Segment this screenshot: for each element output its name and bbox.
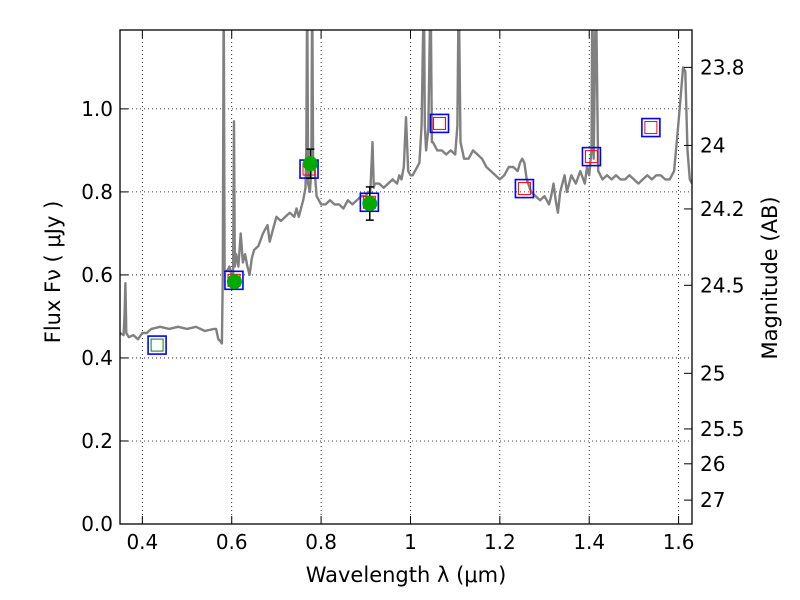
y2-tick-label: 24 [700, 133, 725, 157]
observed-flux-markers [226, 148, 378, 290]
observed-point [226, 274, 242, 290]
model-square-marker [641, 117, 661, 138]
y-tick-label: 0.2 [81, 429, 113, 453]
x-axis-label: Wavelength λ (μm) [306, 563, 507, 587]
y-tick-label: 0.4 [81, 346, 113, 370]
x-tick-label: 1.2 [484, 530, 516, 554]
y2-tick-label: 27 [700, 488, 725, 512]
y-axis-label: Flux Fν ( μJy ) [41, 201, 65, 344]
model-square-marker [514, 178, 535, 199]
grid-lines [120, 30, 692, 525]
x-tick-label: 0.6 [216, 530, 248, 554]
model-square-inner [150, 338, 164, 352]
y-tick-label: 0.0 [81, 512, 113, 536]
model-square-marker [147, 335, 167, 355]
model-square-inner [517, 182, 531, 196]
x-tick-label: 1 [404, 530, 417, 554]
y2-tick-label: 23.8 [700, 55, 745, 79]
observed-point [302, 156, 318, 172]
model-square-marker [429, 113, 450, 134]
x-tick-label: 1.6 [663, 530, 695, 554]
y2-tick-label: 25 [700, 361, 725, 385]
y2-tick-label: 25.5 [700, 417, 745, 441]
y2-tick-label: 24.5 [700, 273, 745, 297]
y2-axis-ticks: 23.8 24 24.2 24.5 25 25.5 26 27 [684, 55, 745, 512]
x-tick-label: 0.8 [305, 530, 337, 554]
y-tick-label: 0.6 [81, 263, 113, 287]
model-square-inner [644, 121, 658, 135]
y2-tick-label: 24.2 [700, 197, 745, 221]
x-axis-ticks: 0.4 0.6 0.8 1 1.2 1.4 1.6 [126, 30, 695, 554]
x-tick-label: 0.4 [126, 530, 158, 554]
plot-frame [119, 29, 693, 525]
observed-point [362, 196, 378, 212]
model-square-inner [584, 150, 598, 164]
x-tick-label: 1.4 [573, 530, 605, 554]
y-tick-label: 0.8 [81, 180, 113, 204]
model-square-inner [433, 116, 447, 130]
y2-tick-label: 26 [700, 452, 725, 476]
model-spectrum-series [120, 30, 692, 345]
model-square-marker [581, 146, 602, 167]
model-square-marker [224, 270, 244, 291]
y-tick-label: 1.0 [81, 97, 113, 121]
y2-axis-label: Magnitude (AB) [758, 196, 782, 359]
y-axis-ticks: 0.0 0.2 0.4 0.6 0.8 1.0 [81, 97, 128, 536]
spectrum-line [120, 30, 692, 345]
